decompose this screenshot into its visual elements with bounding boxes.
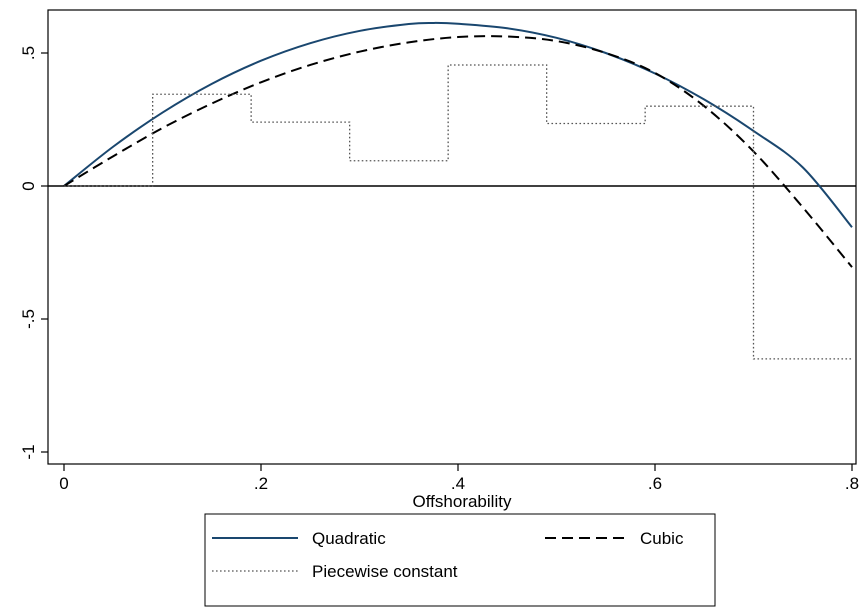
legend-box [204,513,716,607]
plot-area [47,9,857,465]
y-tick-label: -1 [19,444,38,459]
x-tick-label: .6 [648,474,662,493]
x-tick-label: 0 [59,474,68,493]
x-tick-label: .4 [451,474,465,493]
y-tick-label: .5 [19,46,38,60]
series-line-piecewise-constant [64,64,852,360]
series-line-quadratic [63,21,853,228]
legend-items: Quadratic Cubic Piecewise constant [212,529,684,581]
x-tick-label: .8 [845,474,859,493]
series-layer [63,21,853,360]
x-tick-label: .2 [254,474,268,493]
legend-label-piecewise-constant: Piecewise constant [312,562,458,581]
legend: Quadratic Cubic Piecewise constant [204,513,716,607]
series-line-cubic [63,35,853,268]
legend-label-cubic: Cubic [640,529,684,548]
plot-frame [47,9,857,465]
x-axis-title: Offshorability [413,492,512,511]
legend-label-quadratic: Quadratic [312,529,386,548]
x-axis: 0 .2 .4 .6 .8 [59,464,859,493]
y-tick-label: 0 [19,181,38,190]
y-tick-label: -.5 [19,309,38,329]
y-axis: -1 -.5 0 .5 [19,46,48,460]
